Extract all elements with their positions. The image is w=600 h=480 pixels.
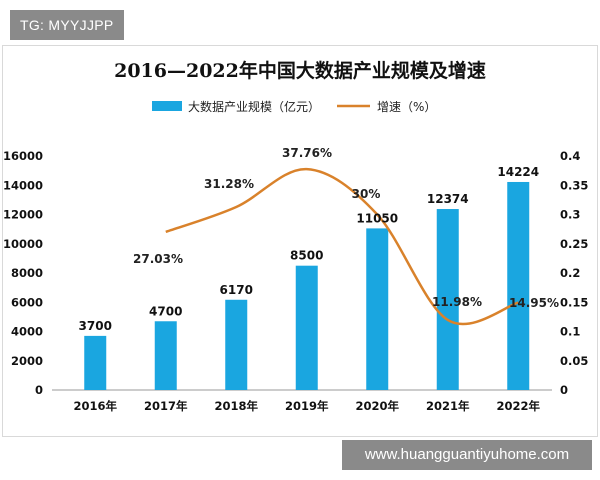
bar (507, 181, 530, 390)
bar (366, 228, 389, 390)
bar-value-label: 8500 (290, 249, 323, 263)
y-left-tick-label: 14000 (3, 178, 43, 192)
chart-title: 2016—2022年中国大数据产业规模及增速 (114, 59, 486, 82)
y-left-tick-label: 2000 (11, 354, 43, 368)
y-right-tick-label: 0.2 (560, 266, 580, 280)
y-left-tick-label: 12000 (3, 208, 43, 222)
x-tick-label: 2022年 (496, 399, 540, 413)
line-value-label: 37.76% (282, 146, 332, 160)
y-left-tick-label: 6000 (11, 295, 43, 309)
y-left-tick-label: 10000 (3, 237, 43, 251)
bar (225, 299, 248, 390)
x-tick-label: 2018年 (214, 399, 258, 413)
y-right-tick-label: 0.25 (560, 237, 588, 251)
line-value-label: 14.95% (509, 296, 559, 310)
legend-swatch-bar (152, 101, 182, 111)
watermark-tag: TG: MYYJJPP (10, 10, 124, 40)
y-right-tick-label: 0.1 (560, 325, 580, 339)
y-right-tick-label: 0.05 (560, 354, 588, 368)
y-right-tick-label: 0.4 (560, 149, 580, 163)
bar-value-label: 12374 (427, 192, 469, 206)
x-tick-label: 2017年 (144, 399, 188, 413)
line-value-label: 31.28% (204, 177, 254, 191)
bar (84, 335, 107, 390)
data-labels: 3700 4700 6170 8500 11050 12374 14224 27.03% 31.… (79, 146, 559, 333)
line-series (165, 167, 519, 326)
growth-line (165, 167, 519, 326)
bar-value-label: 14224 (497, 165, 539, 179)
bar (295, 265, 318, 390)
y-right-tick-label: 0.3 (560, 208, 580, 222)
bar (436, 209, 459, 390)
y-axis-left: 0 2000 4000 6000 8000 10000 12000 14000 16000 (3, 149, 43, 397)
y-left-tick-label: 8000 (11, 266, 43, 280)
y-right-tick-label: 0.15 (560, 295, 588, 309)
legend: 大数据产业规模（亿元） 增速（%） (152, 99, 436, 114)
y-right-tick-label: 0 (560, 383, 568, 397)
bar-value-label: 6170 (220, 283, 253, 297)
line-value-label: 11.98% (432, 295, 482, 309)
y-right-tick-label: 0.35 (560, 178, 588, 192)
x-tick-label: 2021年 (426, 399, 470, 413)
legend-label-bar: 大数据产业规模（亿元） (188, 99, 320, 114)
line-value-label: 27.03% (133, 252, 183, 266)
bar-value-label: 3700 (79, 319, 112, 333)
x-tick-label: 2020年 (355, 399, 399, 413)
bar-value-label: 4700 (149, 304, 182, 318)
x-tick-label: 2019年 (285, 399, 329, 413)
footer-url: www.huangguantiyuhome.com (342, 440, 592, 470)
y-left-tick-label: 4000 (11, 325, 43, 339)
x-axis-ticks: 2016年 2017年 2018年 2019年 2020年 2021年 2022年 (73, 399, 540, 413)
bar-series (84, 181, 530, 390)
legend-label-line: 增速（%） (377, 100, 436, 114)
x-tick-label: 2016年 (73, 399, 117, 413)
bar-value-label: 11050 (356, 211, 398, 225)
y-axis-right: 0 0.05 0.1 0.15 0.2 0.25 0.3 0.35 0.4 (560, 149, 588, 397)
y-left-tick-label: 0 (35, 383, 43, 397)
line-value-label: 30% (352, 187, 381, 201)
bar (154, 321, 177, 390)
y-left-tick-label: 16000 (3, 149, 43, 163)
